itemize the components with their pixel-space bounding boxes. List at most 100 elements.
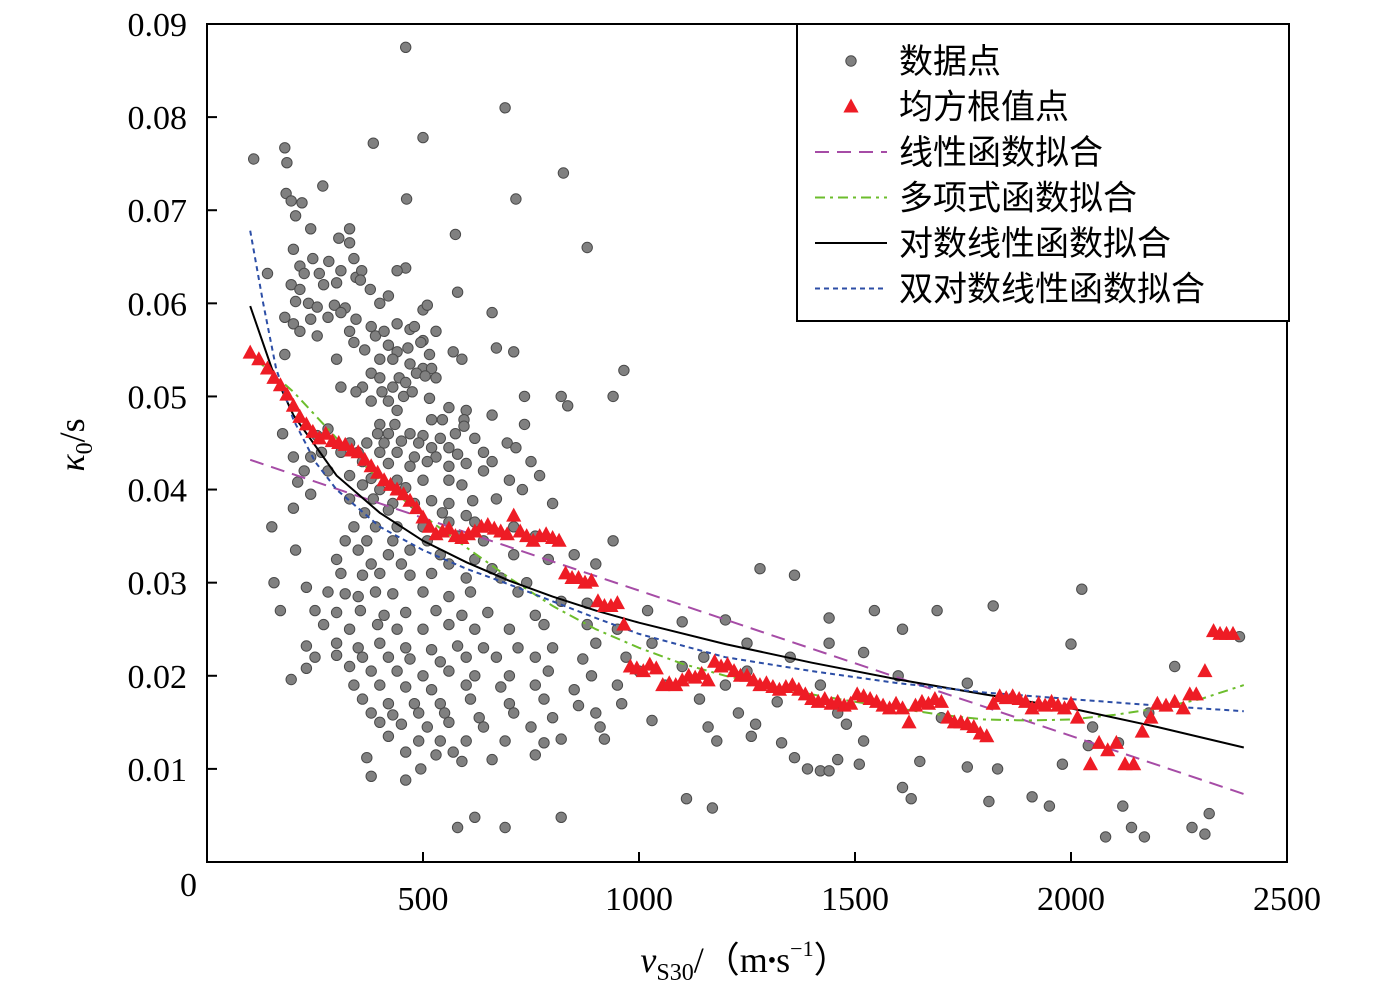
data-point <box>581 241 593 254</box>
data-point <box>395 718 408 730</box>
data-point <box>335 381 347 393</box>
data-point <box>749 718 762 730</box>
data-point <box>361 752 373 764</box>
data-point <box>931 604 943 617</box>
data-point <box>577 653 589 665</box>
data-point <box>460 509 472 522</box>
data-point <box>460 679 472 691</box>
data-point <box>832 753 844 766</box>
data-point <box>434 432 446 444</box>
rms-point <box>1069 709 1086 724</box>
data-point <box>430 325 442 337</box>
data-point <box>451 286 464 298</box>
rms-point <box>616 616 632 631</box>
data-point <box>1065 638 1077 650</box>
data-point <box>425 362 438 375</box>
data-point <box>305 223 317 235</box>
data-point <box>289 210 302 222</box>
data-point <box>391 446 403 458</box>
data-point <box>343 223 356 235</box>
data-point <box>391 623 403 635</box>
data-point <box>391 665 403 677</box>
rms-point <box>966 718 982 733</box>
data-point <box>371 428 384 440</box>
data-point <box>343 493 356 505</box>
data-point <box>449 428 462 440</box>
data-point <box>391 318 403 330</box>
rms-point <box>1108 734 1124 749</box>
data-point <box>896 623 909 635</box>
data-point <box>400 606 412 619</box>
rms-point <box>1100 742 1116 757</box>
data-point <box>443 665 455 677</box>
rms-point <box>337 436 353 451</box>
plot-frame <box>206 23 1288 863</box>
rms-point <box>1167 693 1183 708</box>
data-point <box>512 642 524 654</box>
data-point <box>503 670 516 682</box>
data-point <box>914 755 926 768</box>
data-point <box>562 400 574 412</box>
data-point <box>421 455 433 468</box>
data-point <box>294 325 306 337</box>
data-point <box>443 442 455 454</box>
data-point <box>413 437 425 449</box>
data-point <box>287 502 300 514</box>
data-point <box>538 618 550 631</box>
data-point <box>350 386 362 398</box>
data-point <box>464 586 477 598</box>
data-point <box>434 735 446 747</box>
data-point <box>354 604 367 617</box>
data-point <box>285 195 297 207</box>
y-axis-label-var: κ <box>52 454 92 472</box>
data-point <box>706 802 719 814</box>
rms-point <box>609 595 625 610</box>
rms-point <box>668 677 684 692</box>
data-point <box>693 693 706 705</box>
data-point <box>823 637 835 649</box>
rms-point <box>242 344 258 359</box>
x-axis-label-sup: −1 <box>790 936 813 961</box>
y-tick-label: 0.06 <box>128 286 188 323</box>
data-point <box>365 320 377 333</box>
data-point <box>469 811 481 823</box>
data-point <box>404 428 416 440</box>
rms-point <box>305 423 321 438</box>
data-point <box>364 283 376 296</box>
data-point <box>501 437 513 449</box>
data-point <box>382 730 395 742</box>
data-point <box>568 684 580 696</box>
data-point <box>382 290 395 302</box>
data-point <box>590 558 602 570</box>
legend-symbol-data-points <box>845 55 857 67</box>
data-point <box>419 370 431 382</box>
data-point <box>434 698 446 710</box>
data-point <box>458 420 470 432</box>
data-point <box>896 781 909 794</box>
rms-point <box>1091 734 1107 749</box>
rms-point <box>674 672 690 687</box>
data-point <box>447 346 459 358</box>
y-tick-label: 0.02 <box>128 659 188 696</box>
data-point <box>425 442 438 454</box>
data-point <box>417 131 429 144</box>
data-point <box>374 446 386 458</box>
data-point <box>298 267 310 280</box>
data-point <box>400 193 413 205</box>
data-point <box>387 535 399 547</box>
rms-point <box>357 451 373 466</box>
rms-point <box>551 532 567 547</box>
data-point <box>378 325 390 337</box>
legend-label: 线性函数拟合 <box>899 133 1103 173</box>
data-point <box>503 698 516 710</box>
x-axis-label-sub: S30 <box>656 960 693 986</box>
rms-point <box>694 665 710 680</box>
data-point <box>680 793 693 805</box>
data-point <box>771 696 783 708</box>
data-point <box>460 572 472 584</box>
data-point <box>300 662 313 674</box>
data-point <box>292 476 304 488</box>
data-point <box>348 521 360 533</box>
data-point <box>443 474 455 486</box>
data-point <box>741 637 753 649</box>
